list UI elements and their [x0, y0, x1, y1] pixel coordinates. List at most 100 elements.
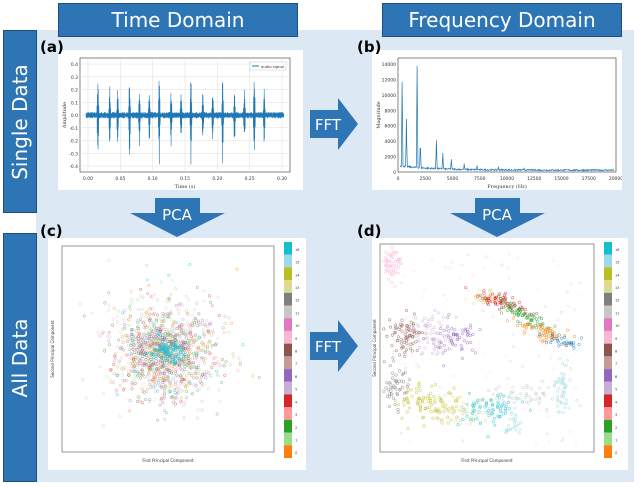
scatter-point	[155, 317, 159, 321]
scatter-point	[498, 307, 502, 312]
scatter-point	[146, 373, 150, 377]
scatter-point	[458, 408, 462, 413]
scatter-point	[161, 376, 165, 380]
scatter-point	[500, 403, 504, 407]
scatter-point	[445, 408, 450, 412]
scatter-point	[119, 356, 123, 360]
scatter-point	[416, 382, 421, 386]
colorbar-label: 4	[295, 400, 298, 404]
colorbar-swatch	[284, 394, 292, 408]
scatter-point	[563, 390, 567, 394]
scatter-point	[552, 384, 557, 388]
scatter-point	[151, 322, 155, 326]
scatter-point	[512, 418, 516, 422]
scatter-point	[148, 312, 152, 316]
scatter-point	[128, 409, 132, 413]
scatter-point	[485, 410, 489, 415]
scatter-point	[178, 332, 182, 336]
y-tick-label: 0.2	[71, 88, 78, 94]
scatter-point	[568, 341, 572, 345]
scatter-point	[510, 397, 515, 401]
scatter-point	[471, 332, 475, 337]
scatter-point	[419, 401, 423, 405]
scatter-point	[429, 403, 434, 407]
colorbar-swatch	[284, 356, 292, 370]
scatter-point	[156, 375, 160, 379]
scatter-point	[556, 340, 560, 344]
scatter-point	[443, 348, 447, 352]
y-tick-label: 0.0	[71, 113, 78, 119]
scatter-point	[109, 380, 113, 385]
scatter-point	[392, 359, 396, 363]
scatter-point	[518, 428, 522, 432]
scatter-point	[496, 405, 500, 409]
scatter-point	[207, 371, 211, 375]
scatter-point	[163, 417, 167, 421]
scatter-point	[148, 398, 152, 402]
scatter-point	[213, 343, 218, 347]
scatter-point	[100, 331, 105, 335]
scatter-point	[112, 306, 116, 310]
scatter-point	[566, 341, 570, 346]
scatter-point	[450, 326, 454, 330]
scatter-point	[136, 370, 140, 374]
scatter-point	[188, 372, 192, 376]
scatter-point	[425, 406, 429, 410]
y-tick-label: 10000	[382, 93, 396, 99]
scatter-point	[569, 282, 573, 286]
scatter-point	[412, 312, 416, 316]
scatter-point	[192, 334, 196, 338]
scatter-point	[543, 366, 546, 370]
scatter-point	[156, 313, 160, 317]
scatter-point	[132, 343, 136, 347]
scatter-point	[181, 362, 185, 366]
colorbar-label: 8	[615, 350, 617, 354]
scatter-point	[175, 326, 179, 331]
scatter-point	[169, 292, 173, 296]
scatter-point	[174, 345, 178, 349]
colorbar-swatch	[284, 254, 292, 268]
scatter-point	[136, 371, 140, 375]
scatter-point	[129, 364, 133, 368]
scatter-point	[455, 338, 459, 342]
scatter-point	[171, 395, 175, 399]
scatter-point	[144, 358, 148, 362]
scatter-point	[512, 345, 515, 349]
scatter-point	[194, 353, 198, 357]
y-tick-label: -0.2	[69, 139, 78, 145]
scatter-point	[442, 334, 446, 338]
scatter-point	[565, 401, 569, 406]
scatter-point	[507, 428, 511, 432]
row-label-single-data: Single Data	[3, 30, 37, 213]
scatter-point	[165, 299, 169, 303]
scatter-point	[159, 398, 163, 402]
scatter-point	[127, 318, 131, 322]
scatter-point	[497, 396, 501, 400]
scatter-point	[397, 266, 401, 270]
scatter-point	[107, 291, 111, 295]
scatter-point	[121, 311, 125, 315]
scatter-point	[547, 326, 551, 330]
scatter-point	[179, 329, 183, 333]
scatter-point	[140, 362, 144, 366]
scatter-point	[144, 310, 148, 315]
scatter-point	[184, 340, 188, 345]
scatter-point	[185, 396, 189, 400]
scatter-point	[182, 403, 186, 408]
scatter-point	[575, 399, 579, 402]
scatter-point	[179, 350, 183, 354]
scatter-point	[439, 409, 443, 413]
scatter-point	[560, 336, 564, 340]
scatter-point	[418, 409, 422, 413]
scatter-point	[152, 367, 156, 371]
scatter-point	[152, 346, 156, 351]
colorbar-label: 14	[295, 273, 300, 277]
scatter-point	[143, 339, 147, 343]
scatter-point	[463, 329, 467, 333]
scatter-point	[178, 327, 182, 331]
scatter-point	[257, 375, 261, 380]
scatter-point	[474, 412, 478, 416]
scatter-point	[538, 386, 542, 390]
scatter-point	[157, 347, 161, 352]
scatter-point	[579, 336, 583, 340]
